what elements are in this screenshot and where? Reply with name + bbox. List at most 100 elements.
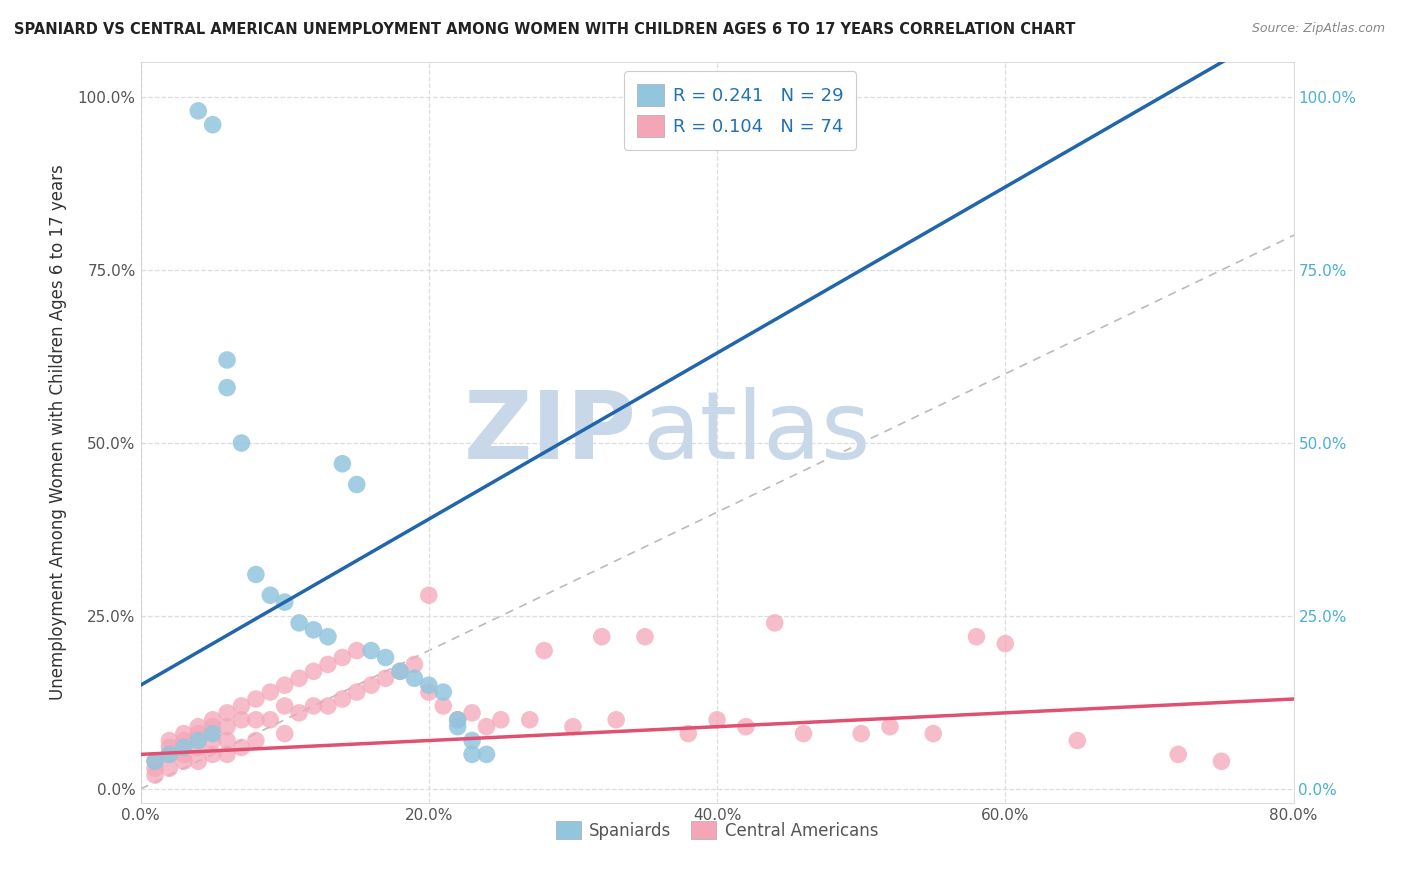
Point bbox=[418, 678, 440, 692]
Point bbox=[231, 698, 253, 713]
Point bbox=[302, 665, 325, 679]
Point bbox=[332, 650, 354, 665]
Point bbox=[217, 720, 239, 734]
Point bbox=[994, 637, 1017, 651]
Point bbox=[217, 733, 239, 747]
Point bbox=[201, 733, 224, 747]
Point bbox=[461, 706, 484, 720]
Point bbox=[605, 713, 627, 727]
Legend: Spaniards, Central Americans: Spaniards, Central Americans bbox=[550, 814, 884, 847]
Point bbox=[360, 643, 382, 657]
Point bbox=[1066, 733, 1088, 747]
Point bbox=[316, 630, 339, 644]
Point bbox=[245, 713, 267, 727]
Point bbox=[173, 733, 195, 747]
Point bbox=[418, 588, 440, 602]
Point bbox=[217, 381, 239, 395]
Y-axis label: Unemployment Among Women with Children Ages 6 to 17 years: Unemployment Among Women with Children A… bbox=[49, 165, 66, 700]
Point bbox=[159, 747, 180, 762]
Point bbox=[231, 713, 253, 727]
Point bbox=[259, 685, 281, 699]
Point bbox=[922, 726, 945, 740]
Point bbox=[793, 726, 815, 740]
Point bbox=[360, 678, 382, 692]
Point bbox=[678, 726, 700, 740]
Point bbox=[634, 630, 657, 644]
Point bbox=[404, 657, 426, 672]
Point bbox=[143, 754, 166, 768]
Point bbox=[201, 713, 224, 727]
Point bbox=[259, 588, 281, 602]
Point bbox=[388, 665, 411, 679]
Point bbox=[274, 595, 297, 609]
Point bbox=[735, 720, 758, 734]
Point bbox=[332, 692, 354, 706]
Point bbox=[447, 713, 470, 727]
Point bbox=[374, 650, 396, 665]
Point bbox=[388, 665, 411, 679]
Point bbox=[763, 615, 786, 630]
Point bbox=[231, 436, 253, 450]
Point bbox=[706, 713, 728, 727]
Point bbox=[1211, 754, 1233, 768]
Point bbox=[489, 713, 512, 727]
Point bbox=[475, 747, 498, 762]
Point bbox=[302, 698, 325, 713]
Point bbox=[346, 477, 368, 491]
Point bbox=[143, 768, 166, 782]
Point bbox=[159, 747, 180, 762]
Point bbox=[274, 678, 297, 692]
Text: ZIP: ZIP bbox=[464, 386, 637, 479]
Point bbox=[533, 643, 555, 657]
Point bbox=[187, 740, 209, 755]
Point bbox=[316, 698, 339, 713]
Point bbox=[288, 671, 311, 685]
Point bbox=[432, 698, 454, 713]
Point bbox=[288, 615, 311, 630]
Point bbox=[245, 567, 267, 582]
Point bbox=[274, 726, 297, 740]
Point bbox=[187, 726, 209, 740]
Point bbox=[173, 740, 195, 755]
Point bbox=[159, 733, 180, 747]
Point bbox=[591, 630, 613, 644]
Point bbox=[201, 720, 224, 734]
Point bbox=[217, 706, 239, 720]
Point bbox=[143, 754, 166, 768]
Point bbox=[231, 740, 253, 755]
Point bbox=[475, 720, 498, 734]
Point bbox=[143, 761, 166, 775]
Text: SPANIARD VS CENTRAL AMERICAN UNEMPLOYMENT AMONG WOMEN WITH CHILDREN AGES 6 TO 17: SPANIARD VS CENTRAL AMERICAN UNEMPLOYMEN… bbox=[14, 22, 1076, 37]
Point bbox=[1167, 747, 1189, 762]
Point bbox=[173, 726, 195, 740]
Point bbox=[159, 740, 180, 755]
Point bbox=[201, 118, 224, 132]
Point bbox=[879, 720, 901, 734]
Point bbox=[245, 733, 267, 747]
Point bbox=[432, 685, 454, 699]
Point bbox=[447, 720, 470, 734]
Text: Source: ZipAtlas.com: Source: ZipAtlas.com bbox=[1251, 22, 1385, 36]
Point bbox=[461, 733, 484, 747]
Point bbox=[346, 643, 368, 657]
Point bbox=[187, 754, 209, 768]
Point bbox=[288, 706, 311, 720]
Point bbox=[519, 713, 541, 727]
Point bbox=[173, 747, 195, 762]
Point bbox=[849, 726, 872, 740]
Point bbox=[201, 726, 224, 740]
Point bbox=[217, 747, 239, 762]
Point bbox=[201, 747, 224, 762]
Point bbox=[259, 713, 281, 727]
Point bbox=[965, 630, 987, 644]
Point bbox=[418, 685, 440, 699]
Point bbox=[173, 754, 195, 768]
Text: atlas: atlas bbox=[643, 386, 870, 479]
Point bbox=[346, 685, 368, 699]
Point bbox=[245, 692, 267, 706]
Point bbox=[217, 353, 239, 368]
Point bbox=[159, 761, 180, 775]
Point bbox=[332, 457, 354, 471]
Point bbox=[274, 698, 297, 713]
Point bbox=[461, 747, 484, 762]
